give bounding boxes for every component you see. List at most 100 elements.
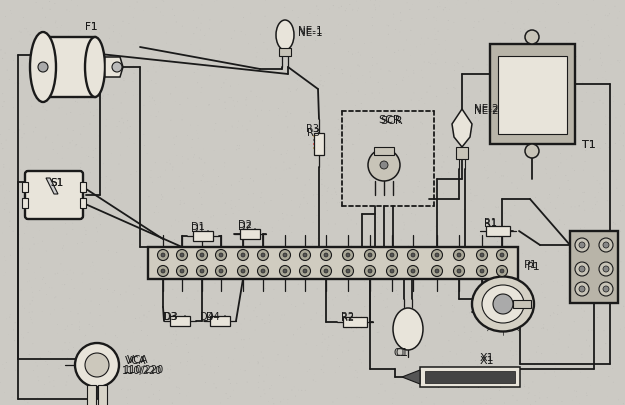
Point — [442, 9, 452, 15]
Point — [562, 368, 572, 375]
Point — [328, 264, 338, 271]
Point — [567, 153, 577, 160]
Point — [579, 190, 589, 196]
Point — [561, 52, 571, 59]
Point — [520, 109, 530, 115]
Point — [221, 390, 231, 397]
Point — [127, 354, 137, 361]
Point — [372, 220, 382, 226]
Point — [479, 197, 489, 203]
Point — [474, 19, 484, 26]
Point — [1, 360, 11, 366]
Point — [601, 114, 611, 120]
Point — [514, 9, 524, 15]
Point — [302, 368, 312, 375]
Point — [236, 68, 246, 74]
Point — [567, 239, 577, 245]
Point — [503, 119, 513, 125]
Point — [370, 96, 380, 102]
Point — [468, 306, 478, 312]
Text: F1: F1 — [85, 22, 98, 32]
Point — [86, 110, 96, 116]
Point — [345, 2, 355, 9]
Point — [458, 225, 468, 231]
Circle shape — [476, 250, 488, 261]
Point — [568, 46, 578, 53]
Point — [275, 227, 285, 234]
Point — [520, 27, 530, 33]
Point — [571, 124, 581, 130]
Point — [579, 308, 589, 315]
Point — [89, 88, 99, 95]
Point — [33, 374, 43, 380]
Point — [598, 100, 608, 107]
Point — [406, 53, 416, 60]
Point — [188, 181, 198, 187]
Point — [245, 119, 255, 125]
Point — [10, 397, 20, 403]
Point — [536, 281, 546, 288]
Point — [224, 319, 234, 326]
Point — [143, 68, 153, 75]
Point — [460, 155, 470, 162]
Point — [127, 242, 137, 248]
Point — [314, 193, 324, 200]
Point — [124, 66, 134, 72]
Point — [5, 311, 15, 318]
Point — [503, 274, 513, 280]
Point — [41, 136, 51, 143]
Point — [152, 250, 162, 256]
Point — [250, 247, 260, 253]
Point — [432, 19, 442, 25]
Point — [592, 338, 602, 344]
Point — [381, 45, 391, 51]
Point — [362, 295, 372, 302]
Point — [44, 88, 54, 94]
Point — [399, 226, 409, 233]
Point — [494, 387, 504, 394]
Point — [458, 47, 468, 53]
Point — [424, 7, 434, 14]
Point — [188, 314, 198, 320]
Point — [202, 320, 212, 327]
Point — [365, 174, 375, 181]
Point — [115, 152, 125, 159]
Point — [267, 275, 277, 282]
Point — [69, 286, 79, 292]
Point — [574, 401, 584, 405]
Bar — [22, 198, 28, 209]
Point — [455, 77, 465, 84]
Point — [177, 112, 187, 119]
Point — [491, 204, 501, 211]
Point — [351, 265, 361, 272]
Point — [610, 4, 620, 11]
Point — [400, 268, 410, 275]
Point — [364, 313, 374, 320]
Point — [171, 384, 181, 390]
Point — [206, 295, 216, 302]
Point — [165, 161, 175, 168]
Point — [446, 128, 456, 135]
Point — [546, 74, 556, 80]
Point — [384, 209, 394, 216]
Point — [291, 87, 301, 94]
Point — [224, 376, 234, 383]
Point — [268, 296, 278, 302]
Point — [188, 8, 198, 15]
Point — [266, 382, 276, 389]
Point — [347, 242, 357, 249]
Point — [580, 367, 590, 374]
Point — [253, 148, 262, 154]
Point — [25, 32, 35, 39]
Point — [0, 195, 9, 202]
Point — [38, 239, 48, 245]
Point — [371, 326, 381, 333]
Point — [69, 270, 79, 277]
Point — [369, 338, 379, 344]
Point — [289, 147, 299, 153]
Circle shape — [200, 269, 204, 273]
Point — [86, 46, 96, 52]
Point — [479, 6, 489, 12]
Point — [109, 92, 119, 99]
Point — [422, 90, 432, 96]
